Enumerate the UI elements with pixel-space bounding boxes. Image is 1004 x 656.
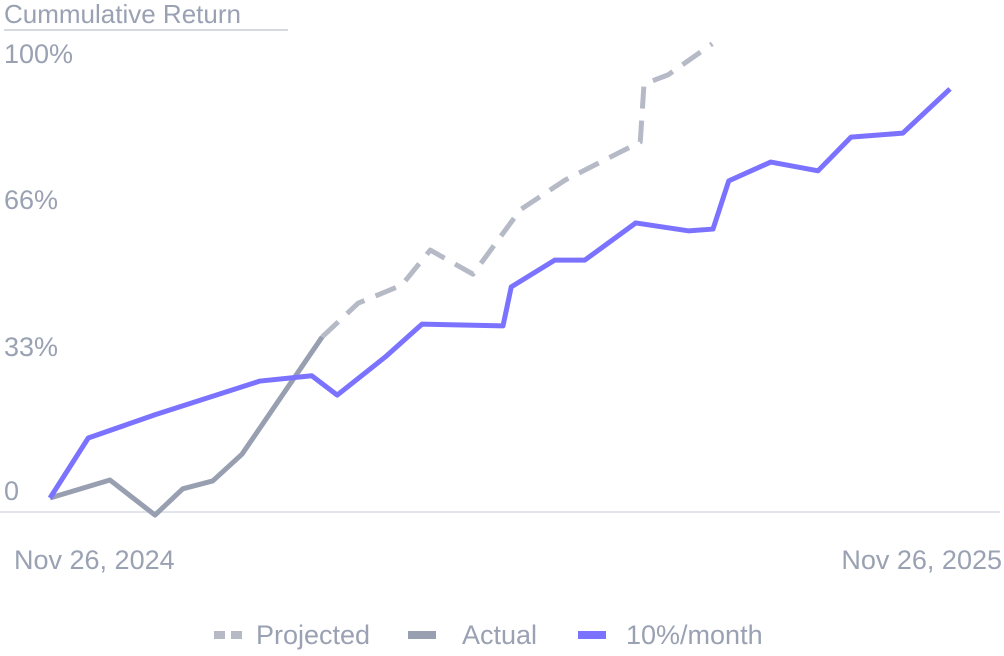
x-tick-label-start: Nov 26, 2024 bbox=[14, 545, 175, 575]
legend-label: Projected bbox=[256, 620, 370, 650]
y-tick-label: 0 bbox=[4, 476, 19, 506]
series-line-projected bbox=[320, 41, 714, 339]
x-tick-label-end: Nov 26, 2025 bbox=[841, 545, 1002, 575]
series-line-actual bbox=[49, 335, 325, 518]
y-tick-label: 66% bbox=[4, 185, 58, 215]
legend-label: 10%/month bbox=[626, 620, 763, 650]
legend: Projected Actual 10%/month bbox=[214, 620, 763, 650]
legend-label: Actual bbox=[462, 620, 537, 650]
series-line-10-month bbox=[47, 87, 952, 500]
chart-title: Cummulative Return bbox=[4, 0, 241, 29]
y-tick-label: 33% bbox=[4, 332, 58, 362]
y-tick-label: 100% bbox=[4, 39, 73, 69]
